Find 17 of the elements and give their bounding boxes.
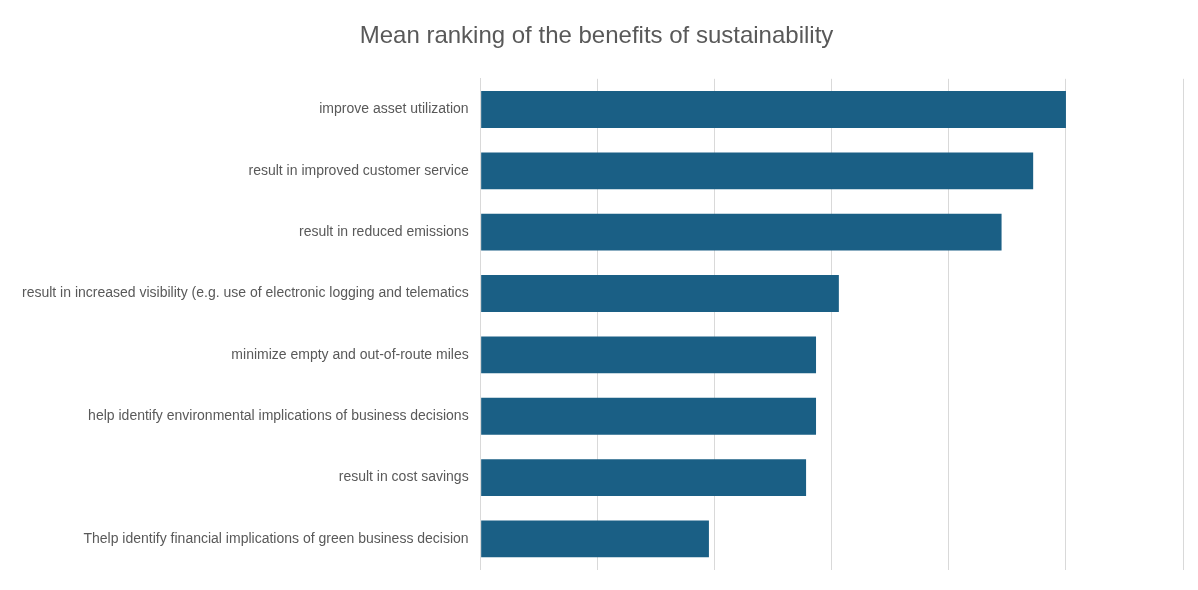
y-tick-label: result in reduced emissions (299, 223, 469, 240)
y-tick-label: result in cost savings (338, 468, 469, 485)
bar (481, 213, 1002, 251)
bar (481, 397, 817, 435)
bar (481, 275, 839, 312)
bar (481, 459, 807, 496)
bar (481, 91, 1066, 128)
bar (481, 336, 817, 374)
bar (481, 152, 1034, 190)
y-tick-label: minimize empty and out-of-route miles (231, 345, 469, 362)
y-tick-label: result in improved customer service (248, 161, 469, 178)
chart-title: Mean ranking of the benefits of sustainability (359, 21, 834, 49)
y-tick-label: help identify environmental implications of business decisions (88, 407, 469, 424)
bar (481, 520, 709, 558)
y-tick-label: Thelp identify financial implications of green business decision (83, 529, 469, 546)
y-tick-label: result in increased visibility (e.g. use of electronic logging and telematics (22, 284, 469, 301)
y-tick-label: improve asset utilization (319, 100, 469, 117)
